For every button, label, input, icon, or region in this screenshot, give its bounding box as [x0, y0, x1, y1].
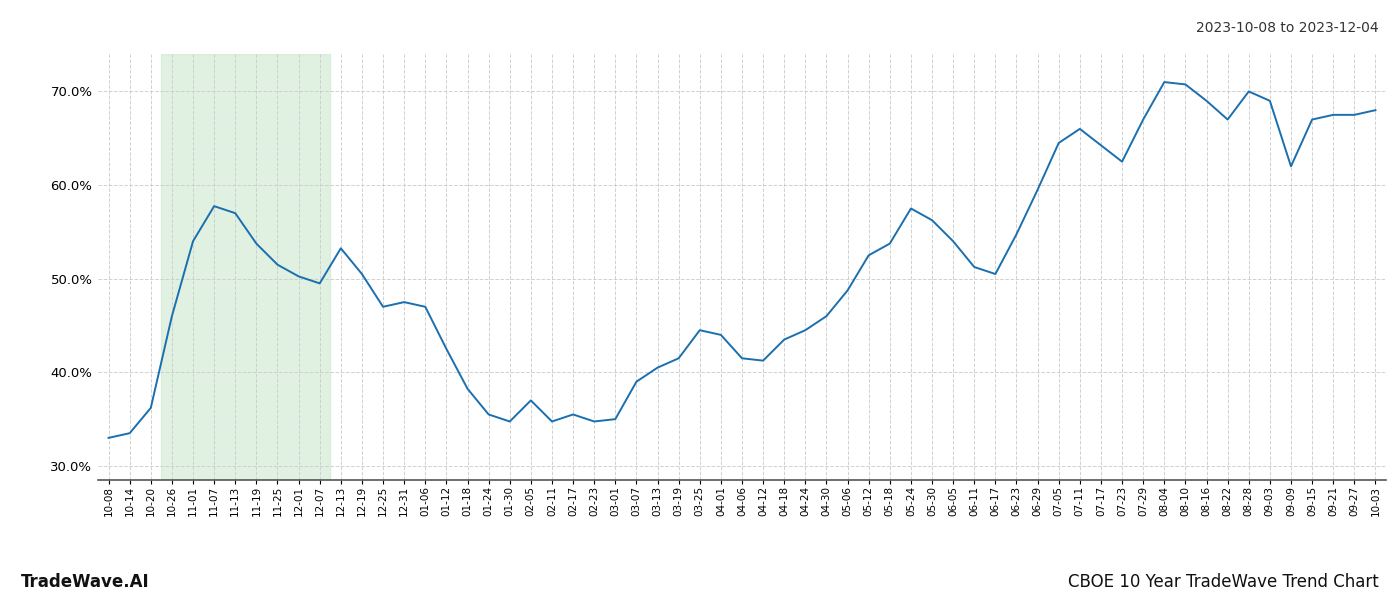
- Text: CBOE 10 Year TradeWave Trend Chart: CBOE 10 Year TradeWave Trend Chart: [1068, 573, 1379, 591]
- Text: 2023-10-08 to 2023-12-04: 2023-10-08 to 2023-12-04: [1197, 21, 1379, 35]
- Bar: [161, 54, 330, 480]
- Text: TradeWave.AI: TradeWave.AI: [21, 573, 150, 591]
